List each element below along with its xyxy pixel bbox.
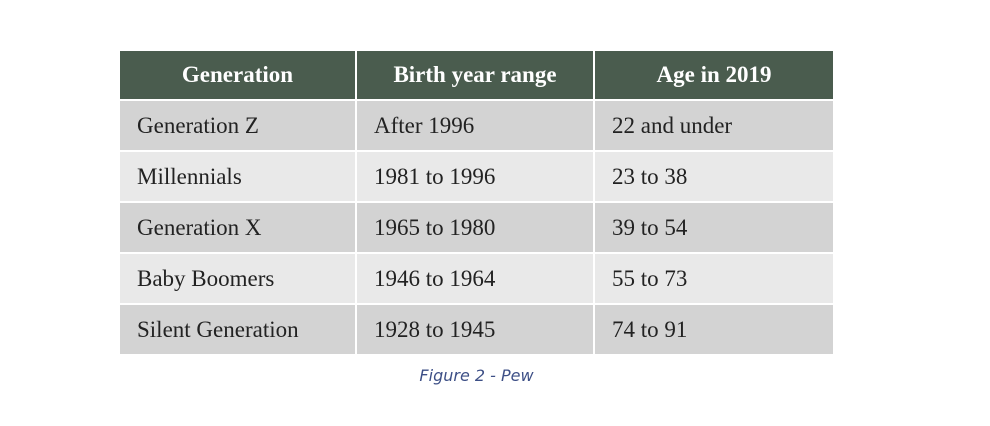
table-row: Silent Generation 1928 to 1945 74 to 91 (120, 305, 833, 354)
cell-age-in-2019: 39 to 54 (595, 203, 833, 254)
table-row: Millennials 1981 to 1996 23 to 38 (120, 152, 833, 203)
cell-birth-year-range: 1928 to 1945 (357, 305, 595, 354)
cell-age-in-2019: 22 and under (595, 101, 833, 152)
generations-table: Generation Birth year range Age in 2019 … (120, 51, 833, 354)
cell-birth-year-range: 1946 to 1964 (357, 254, 595, 305)
cell-generation: Generation X (120, 203, 357, 254)
table-row: Generation Z After 1996 22 and under (120, 101, 833, 152)
cell-generation: Millennials (120, 152, 357, 203)
cell-age-in-2019: 74 to 91 (595, 305, 833, 354)
cell-birth-year-range: After 1996 (357, 101, 595, 152)
table-row: Baby Boomers 1946 to 1964 55 to 73 (120, 254, 833, 305)
generations-table-container: Generation Birth year range Age in 2019 … (120, 51, 833, 354)
table-header-row: Generation Birth year range Age in 2019 (120, 51, 833, 101)
figure-caption: Figure 2 - Pew (419, 366, 534, 385)
cell-age-in-2019: 23 to 38 (595, 152, 833, 203)
cell-generation: Silent Generation (120, 305, 357, 354)
cell-generation: Generation Z (120, 101, 357, 152)
cell-birth-year-range: 1981 to 1996 (357, 152, 595, 203)
header-age-in-2019: Age in 2019 (595, 51, 833, 101)
header-birth-year-range: Birth year range (357, 51, 595, 101)
header-generation: Generation (120, 51, 357, 101)
table-row: Generation X 1965 to 1980 39 to 54 (120, 203, 833, 254)
cell-age-in-2019: 55 to 73 (595, 254, 833, 305)
cell-birth-year-range: 1965 to 1980 (357, 203, 595, 254)
cell-generation: Baby Boomers (120, 254, 357, 305)
